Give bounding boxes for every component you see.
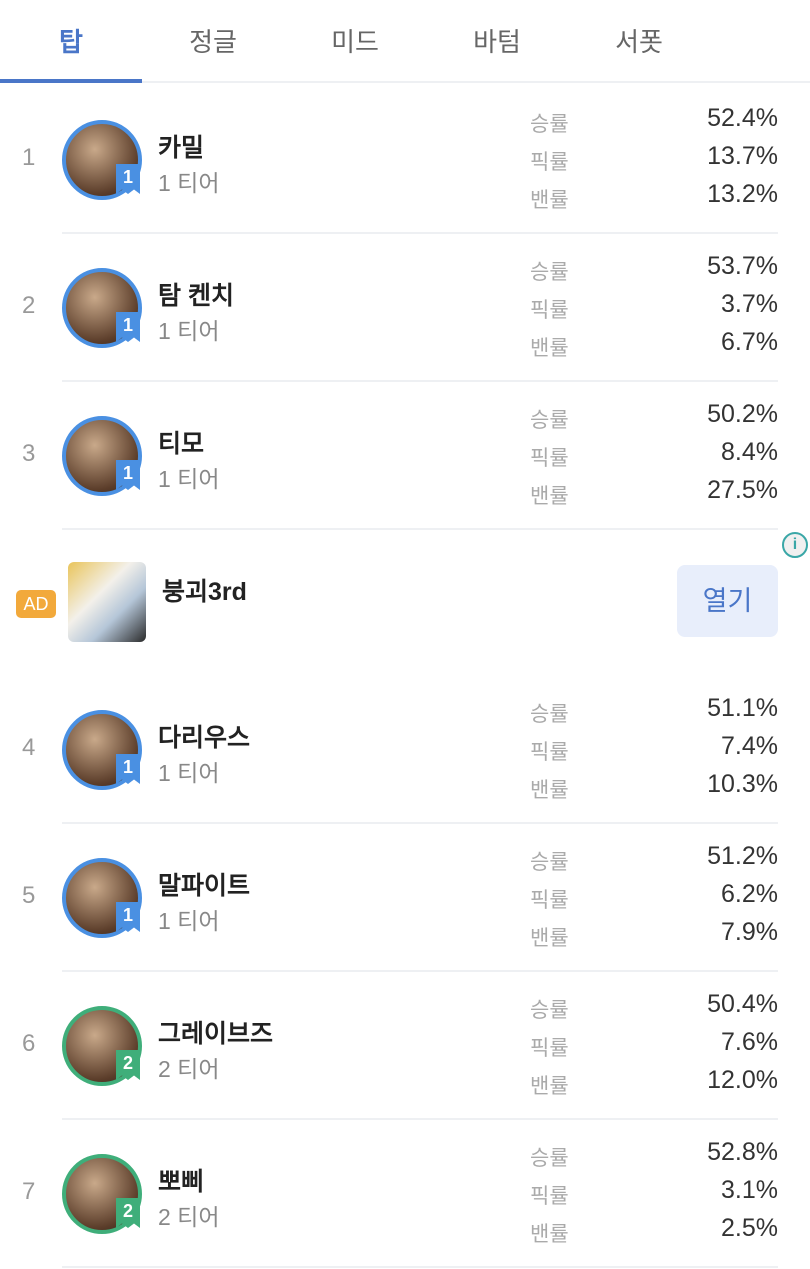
win-rate-label: 승률 — [530, 703, 569, 726]
ad-open-button[interactable]: 열기 — [677, 565, 778, 637]
champion-name: 말파이트 — [158, 872, 251, 900]
champion-row[interactable]: 3 1 티모 1 티어 승률 50.2% 픽률 8.4% 밴률 27.5% — [0, 382, 810, 530]
champion-row[interactable]: 5 1 말파이트 1 티어 승률 51.2% 픽률 6.2% 밴률 7.9% — [0, 824, 810, 972]
ad-badge: AD — [16, 590, 56, 618]
champion-tier: 1 티어 — [158, 908, 220, 934]
pick-rate-value: 6.2% — [721, 880, 778, 908]
ban-rate-label: 밴률 — [530, 927, 569, 950]
champion-tier: 2 티어 — [158, 1056, 220, 1082]
win-rate-label: 승률 — [530, 113, 569, 136]
pick-rate-label: 픽률 — [530, 447, 569, 470]
pick-rate-value: 7.6% — [721, 1028, 778, 1056]
rank-number: 2 — [22, 292, 36, 319]
rank-number: 6 — [22, 1030, 36, 1057]
ban-rate-value: 12.0% — [707, 1066, 778, 1094]
pick-rate-label: 픽률 — [530, 299, 569, 322]
pick-rate-value: 7.4% — [721, 732, 778, 760]
row-divider — [62, 528, 778, 530]
win-rate-label: 승률 — [530, 261, 569, 284]
pick-rate-value: 8.4% — [721, 438, 778, 466]
ad-banner[interactable]: AD 붕괴3rd 열기 i — [0, 530, 810, 674]
pick-rate-value: 13.7% — [707, 142, 778, 170]
champion-row[interactable]: 1 1 카밀 1 티어 승률 52.4% 픽률 13.7% 밴률 13.2% — [0, 86, 810, 234]
tier-badge-icon: 1 — [116, 312, 140, 342]
rank-number: 3 — [22, 440, 36, 467]
tier-badge-icon: 2 — [116, 1198, 140, 1228]
tab-4[interactable]: 서폿 — [615, 27, 663, 57]
info-icon[interactable]: i — [782, 532, 808, 558]
champion-name: 그레이브즈 — [158, 1020, 274, 1048]
ban-rate-value: 6.7% — [721, 328, 778, 356]
active-tab-indicator — [0, 79, 142, 83]
ban-rate-label: 밴률 — [530, 779, 569, 802]
ban-rate-value: 10.3% — [707, 770, 778, 798]
pick-rate-value: 3.7% — [721, 290, 778, 318]
row-divider — [62, 822, 778, 824]
tab-0[interactable]: 탑 — [59, 27, 83, 57]
win-rate-value: 51.2% — [707, 842, 778, 870]
win-rate-value: 50.4% — [707, 990, 778, 1018]
pick-rate-value: 3.1% — [721, 1176, 778, 1204]
champion-name: 티모 — [158, 430, 205, 458]
pick-rate-label: 픽률 — [530, 151, 569, 174]
champion-row[interactable]: 7 2 뽀삐 2 티어 승률 52.8% 픽률 3.1% 밴률 2.5% — [0, 1120, 810, 1268]
tier-badge-icon: 1 — [116, 902, 140, 932]
row-divider — [62, 1266, 778, 1268]
ban-rate-label: 밴률 — [530, 189, 569, 212]
tier-badge-icon: 1 — [116, 460, 140, 490]
champion-name: 다리우스 — [158, 724, 251, 752]
champion-avatar — [62, 268, 142, 348]
rank-number: 5 — [22, 882, 36, 909]
win-rate-label: 승률 — [530, 1147, 569, 1170]
tier-badge-icon: 1 — [116, 164, 140, 194]
champion-tier: 1 티어 — [158, 318, 220, 344]
pick-rate-label: 픽률 — [530, 1185, 569, 1208]
champion-name: 뽀삐 — [158, 1168, 205, 1196]
ban-rate-label: 밴률 — [530, 1223, 569, 1246]
ban-rate-value: 13.2% — [707, 180, 778, 208]
win-rate-label: 승률 — [530, 409, 569, 432]
champion-tier: 1 티어 — [158, 170, 220, 196]
win-rate-value: 53.7% — [707, 252, 778, 280]
champion-row[interactable]: 4 1 다리우스 1 티어 승률 51.1% 픽률 7.4% 밴률 10.3% — [0, 676, 810, 824]
win-rate-value: 51.1% — [707, 694, 778, 722]
pick-rate-label: 픽률 — [530, 889, 569, 912]
champion-name: 카밀 — [158, 134, 205, 162]
lane-tabs: 탑 정글 미드 바텀 서폿 — [0, 0, 810, 83]
ban-rate-label: 밴률 — [530, 485, 569, 508]
ban-rate-label: 밴률 — [530, 1075, 569, 1098]
rank-number: 4 — [22, 734, 36, 761]
champion-tier: 1 티어 — [158, 760, 220, 786]
champion-row[interactable]: 2 1 탐 켄치 1 티어 승률 53.7% 픽률 3.7% 밴률 6.7% — [0, 234, 810, 382]
champion-row[interactable]: 6 2 그레이브즈 2 티어 승률 50.4% 픽률 7.6% 밴률 12.0% — [0, 972, 810, 1120]
row-divider — [62, 1118, 778, 1120]
row-divider — [62, 232, 778, 234]
ban-rate-value: 7.9% — [721, 918, 778, 946]
win-rate-label: 승률 — [530, 851, 569, 874]
win-rate-value: 52.8% — [707, 1138, 778, 1166]
ban-rate-value: 27.5% — [707, 476, 778, 504]
row-divider — [62, 970, 778, 972]
ban-rate-label: 밴률 — [530, 337, 569, 360]
pick-rate-label: 픽률 — [530, 1037, 569, 1060]
ad-title: 붕괴3rd — [162, 578, 247, 606]
champion-tier: 2 티어 — [158, 1204, 220, 1230]
tab-2[interactable]: 미드 — [331, 27, 379, 57]
tab-1[interactable]: 정글 — [189, 27, 237, 57]
win-rate-label: 승률 — [530, 999, 569, 1022]
pick-rate-label: 픽률 — [530, 741, 569, 764]
rank-number: 1 — [22, 144, 36, 171]
rank-number: 7 — [22, 1178, 36, 1205]
ad-app-icon[interactable] — [68, 562, 146, 642]
tab-3[interactable]: 바텀 — [473, 27, 521, 57]
tier-badge-icon: 2 — [116, 1050, 140, 1080]
champion-name: 탐 켄치 — [158, 282, 234, 310]
win-rate-value: 50.2% — [707, 400, 778, 428]
win-rate-value: 52.4% — [707, 104, 778, 132]
champion-tier: 1 티어 — [158, 466, 220, 492]
tier-badge-icon: 1 — [116, 754, 140, 784]
row-divider — [62, 380, 778, 382]
ban-rate-value: 2.5% — [721, 1214, 778, 1242]
